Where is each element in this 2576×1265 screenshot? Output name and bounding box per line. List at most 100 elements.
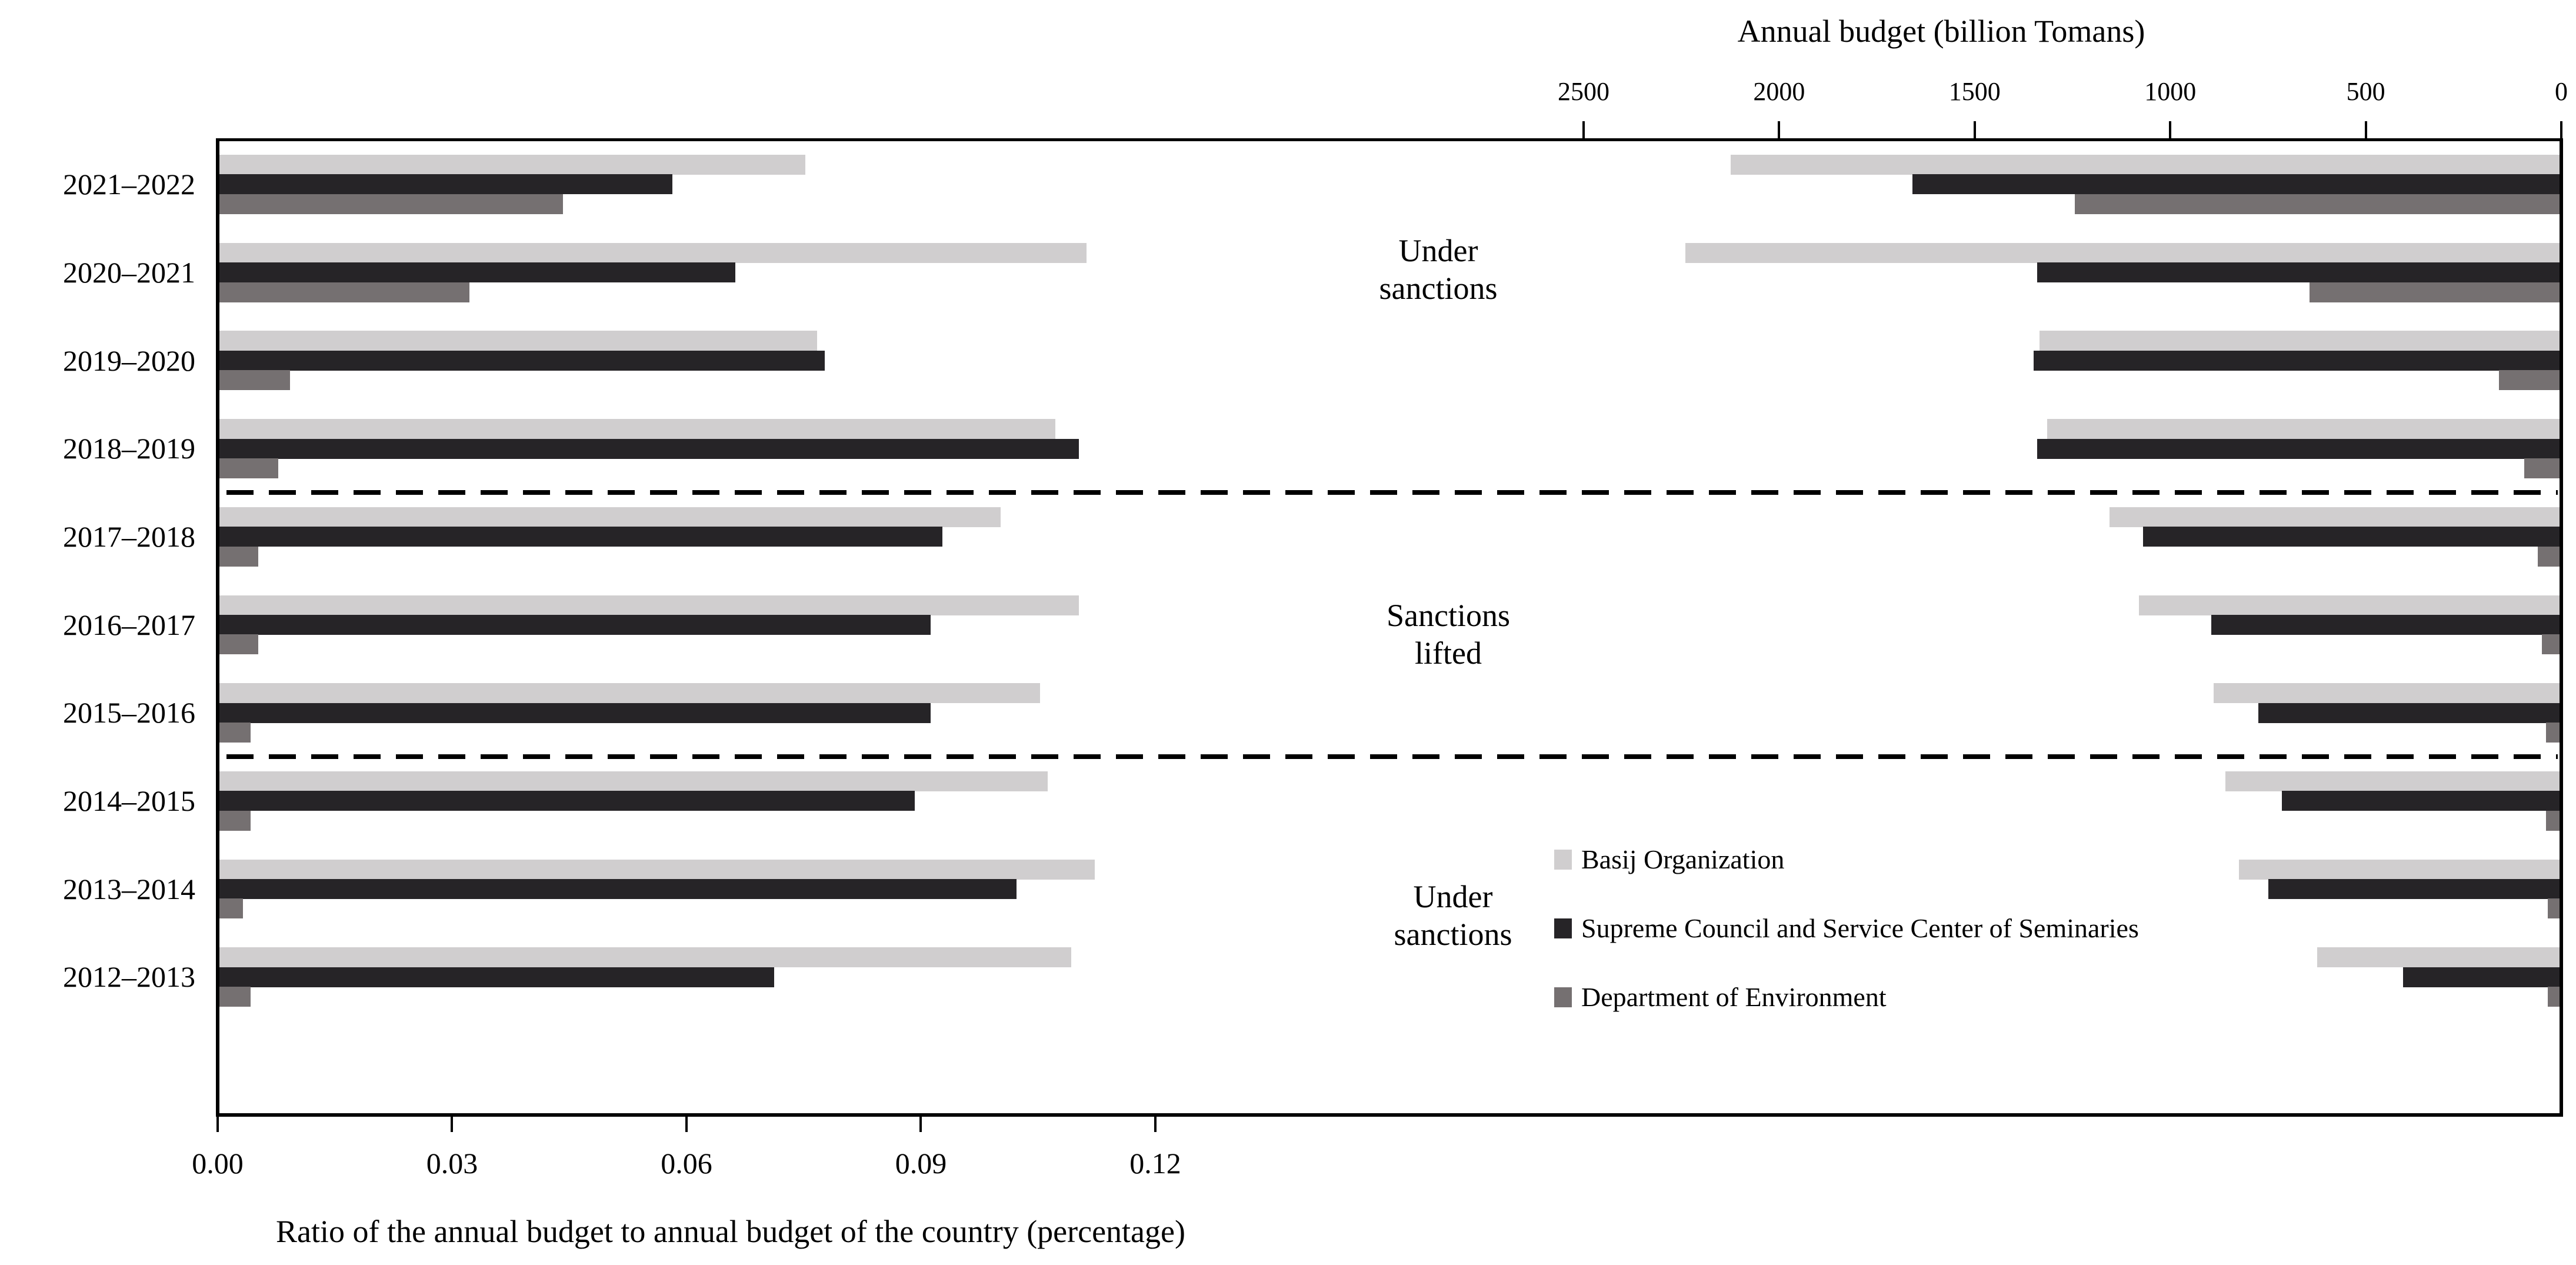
ratio-bar-department-of-environment-2013-2014: [219, 898, 243, 919]
top-tick-500: [2364, 121, 2367, 140]
budget-bar-supreme-council-and-service-center-of-seminaries-2021-2022: [1912, 174, 2560, 195]
category-label-2012-2013: 2012–2013: [63, 960, 195, 994]
top-tick-label: 2000: [1753, 77, 1805, 106]
top-tick-1000: [2169, 121, 2172, 140]
budget-bar-department-of-environment-2012-2013: [2548, 987, 2560, 1007]
ratio-bar-department-of-environment-2019-2020: [219, 370, 290, 391]
budget-bar-department-of-environment-2018-2019: [2524, 458, 2560, 478]
category-label-2021-2022: 2021–2022: [63, 168, 195, 201]
top-tick-label: 0: [2555, 77, 2568, 106]
budget-bar-department-of-environment-2015-2016: [2545, 723, 2560, 743]
ratio-bar-basij-organization-2012-2013: [219, 947, 1071, 968]
budget-bar-supreme-council-and-service-center-of-seminaries-2016-2017: [2211, 614, 2560, 635]
plot-bottom-axis: [216, 1113, 2563, 1117]
ratio-bar-basij-organization-2014-2015: [219, 771, 1048, 791]
budget-bar-supreme-council-and-service-center-of-seminaries-2013-2014: [2268, 879, 2560, 899]
separator-dashed-line-2: [226, 754, 2558, 759]
ratio-bar-basij-organization-2017-2018: [219, 507, 1001, 527]
legend-label-basij-organization: Basij Organization: [1581, 844, 1785, 874]
budget-bar-department-of-environment-2016-2017: [2542, 634, 2560, 655]
ratio-bar-department-of-environment-2020-2021: [219, 282, 470, 302]
legend-label-supreme-council-and-service-center-of-seminaries: Supreme Council and Service Center of Se…: [1581, 913, 2139, 943]
top-tick-0: [2560, 121, 2562, 140]
ratio-bar-department-of-environment-2021-2022: [219, 194, 564, 214]
bottom-tick-label: 0.12: [1129, 1147, 1181, 1180]
ratio-bar-department-of-environment-2017-2018: [219, 546, 259, 567]
top-tick-label: 1500: [1948, 77, 2001, 106]
ratio-bar-supreme-council-and-service-center-of-seminaries-2018-2019: [219, 438, 1079, 459]
bottom-axis-title: Ratio of the annual budget to annual bud…: [276, 1214, 1185, 1249]
period-label-under-sanctions-line1: Under: [1398, 233, 1478, 268]
ratio-bar-basij-organization-2021-2022: [219, 155, 806, 175]
period-label-under-sanctions-line2: sanctions: [1379, 271, 1498, 306]
ratio-bar-department-of-environment-2015-2016: [219, 723, 251, 743]
legend-swatch-basij-organization: [1554, 850, 1572, 870]
budget-bar-supreme-council-and-service-center-of-seminaries-2014-2015: [2281, 791, 2560, 811]
ratio-bar-supreme-council-and-service-center-of-seminaries-2019-2020: [219, 350, 825, 371]
budget-bar-department-of-environment-2013-2014: [2548, 898, 2560, 919]
budget-bar-basij-organization-2019-2020: [2039, 331, 2560, 351]
budget-bar-basij-organization-2018-2019: [2047, 419, 2560, 440]
budget-bar-basij-organization-2020-2021: [1685, 242, 2560, 263]
right-y-axis: [2560, 138, 2563, 1117]
category-label-2017-2018: 2017–2018: [63, 520, 195, 553]
period-label-under-sanctions-line2: sanctions: [1394, 917, 1512, 952]
top-tick-label: 2500: [1558, 77, 1609, 106]
budget-bar-supreme-council-and-service-center-of-seminaries-2018-2019: [2037, 438, 2560, 459]
budget-bar-department-of-environment-2017-2018: [2538, 546, 2560, 567]
separator-dashed-line-1: [226, 490, 2558, 495]
period-label-sanctions-lifted-line1: Sanctions: [1387, 598, 1510, 633]
period-label-under-sanctions-line1: Under: [1413, 879, 1493, 914]
legend-label-department-of-environment: Department of Environment: [1581, 982, 1887, 1012]
budget-bar-supreme-council-and-service-center-of-seminaries-2019-2020: [2033, 350, 2560, 371]
top-axis-title: Annual budget (billion Tomans): [1737, 14, 2145, 49]
budget-bar-basij-organization-2014-2015: [2225, 771, 2560, 791]
budget-bar-department-of-environment-2019-2020: [2498, 370, 2560, 391]
category-label-2018-2019: 2018–2019: [63, 432, 195, 465]
ratio-bar-department-of-environment-2018-2019: [219, 458, 278, 478]
ratio-bar-supreme-council-and-service-center-of-seminaries-2017-2018: [219, 527, 942, 547]
category-label-2019-2020: 2019–2020: [63, 344, 195, 377]
ratio-bar-basij-organization-2019-2020: [219, 331, 818, 351]
bottom-tick-0-06: [685, 1117, 688, 1132]
ratio-bar-basij-organization-2018-2019: [219, 419, 1056, 440]
ratio-bar-department-of-environment-2016-2017: [219, 634, 259, 655]
bottom-tick-label: 0.09: [895, 1147, 947, 1180]
budget-bar-basij-organization-2015-2016: [2213, 683, 2560, 704]
category-label-2020-2021: 2020–2021: [63, 255, 195, 289]
budget-bar-department-of-environment-2014-2015: [2545, 810, 2560, 831]
bottom-tick-label: 0.00: [192, 1147, 244, 1180]
top-tick-label: 1000: [2144, 77, 2197, 106]
budget-bar-supreme-council-and-service-center-of-seminaries-2020-2021: [2037, 262, 2560, 283]
ratio-bar-basij-organization-2020-2021: [219, 242, 1087, 263]
bottom-tick-label: 0.03: [426, 1147, 478, 1180]
ratio-bar-department-of-environment-2014-2015: [219, 810, 251, 831]
bottom-tick-0-00: [216, 1117, 219, 1132]
bottom-tick-0-09: [919, 1117, 922, 1132]
category-label-2013-2014: 2013–2014: [63, 872, 195, 906]
bottom-tick-0-03: [451, 1117, 454, 1132]
ratio-bar-supreme-council-and-service-center-of-seminaries-2014-2015: [219, 791, 915, 811]
ratio-bar-supreme-council-and-service-center-of-seminaries-2013-2014: [219, 879, 1017, 899]
ratio-bar-supreme-council-and-service-center-of-seminaries-2021-2022: [219, 174, 673, 195]
budget-bar-basij-organization-2012-2013: [2317, 947, 2560, 968]
plot-top-border: [216, 138, 2563, 141]
ratio-bar-supreme-council-and-service-center-of-seminaries-2020-2021: [219, 262, 735, 283]
top-tick-2500: [1582, 121, 1585, 140]
category-label-2016-2017: 2016–2017: [63, 608, 195, 641]
left-y-axis: [216, 138, 219, 1117]
top-tick-2000: [1778, 121, 1781, 140]
legend-swatch-department-of-environment: [1554, 987, 1572, 1007]
top-tick-label: 500: [2346, 77, 2385, 106]
budget-bar-basij-organization-2016-2017: [2139, 595, 2560, 615]
legend-swatch-supreme-council-and-service-center-of-seminaries: [1554, 918, 1572, 938]
ratio-bar-basij-organization-2016-2017: [219, 595, 1079, 615]
ratio-bar-supreme-council-and-service-center-of-seminaries-2012-2013: [219, 967, 775, 987]
ratio-bar-department-of-environment-2012-2013: [219, 987, 251, 1007]
budget-bar-basij-organization-2013-2014: [2238, 859, 2560, 880]
budget-bar-supreme-council-and-service-center-of-seminaries-2015-2016: [2258, 703, 2560, 723]
budget-bar-basij-organization-2021-2022: [1730, 155, 2560, 175]
bottom-tick-0-12: [1154, 1117, 1157, 1132]
budget-bar-department-of-environment-2021-2022: [2074, 194, 2560, 214]
